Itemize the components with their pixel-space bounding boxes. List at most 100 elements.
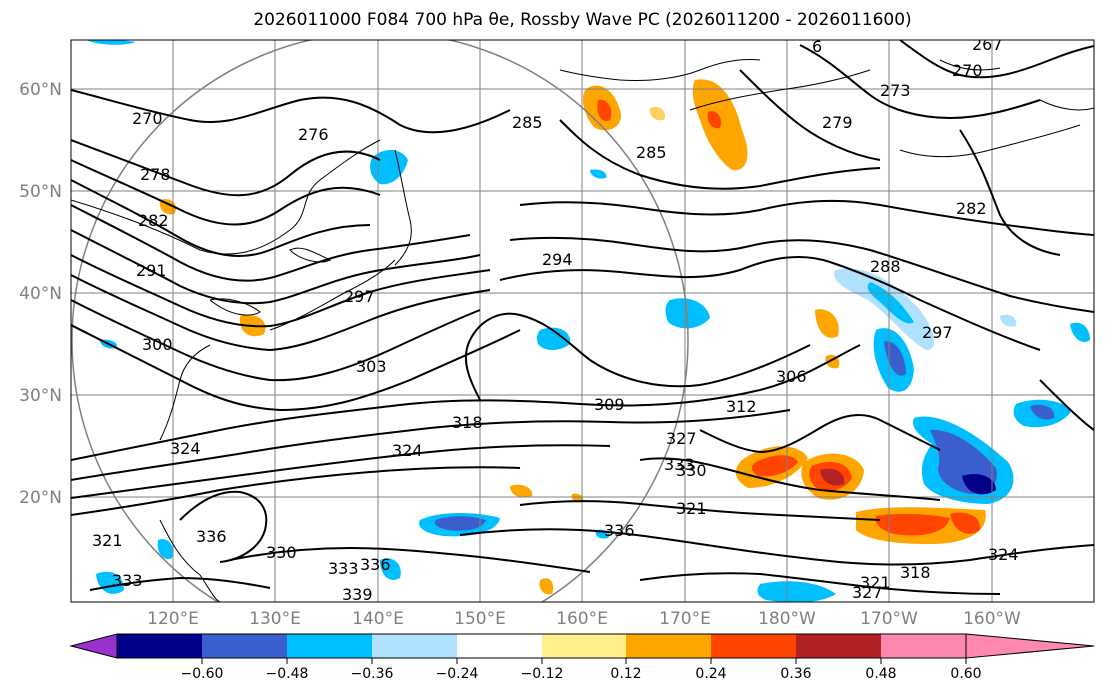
colorbar-tick-label: 0.36 [780,666,811,682]
colorbar-segment [626,634,711,658]
colorbar-segment [457,634,542,658]
colorbar-left-extension [69,633,118,659]
cold-anomaly [1030,404,1055,420]
contour-label: 321 [860,573,891,592]
cold-anomaly [370,149,408,185]
colorbar-tick-label: −0.12 [521,666,564,682]
cold-anomaly [757,581,836,602]
map-content: 270 276 278 282 285 285 291 294 297 300 … [71,37,1094,604]
contour-label: 285 [512,113,543,132]
colorbar-segment [796,634,881,658]
contour-label: 291 [136,261,167,280]
warm-anomaly [597,99,612,121]
contour-label: 321 [676,499,707,518]
cold-anomaly [380,558,401,580]
contour-label: 324 [170,439,201,458]
lon-label: 150°E [454,609,506,629]
colorbar: −0.60 −0.48 −0.36 −0.24 −0.12 0.12 0.24 … [69,633,1095,682]
lat-label: 60°N [19,80,62,100]
contour-label: 288 [870,257,901,276]
contour-label: 285 [636,143,667,162]
colorbar-right-extension [966,634,1094,658]
cold-anomaly [434,516,486,531]
lon-label: 160°W [963,609,1021,629]
lat-label: 30°N [19,386,62,406]
cold-anomaly [157,539,174,560]
contour-label: 339 [342,585,373,604]
warm-anomaly [539,578,554,595]
contour-label: 270 [132,109,163,128]
contour-label: 273 [880,81,911,100]
lon-label: 170°E [659,609,711,629]
colorbar-tick-label: −0.48 [266,666,309,682]
lon-label: 170°W [860,609,918,629]
contour-label: 324 [988,545,1019,564]
colorbar-segment [117,634,202,658]
contour-labels: 270 276 278 282 285 285 291 294 297 300 … [92,37,1019,604]
colorbar-segment [711,634,796,658]
lon-label: 130°E [249,609,301,629]
colorbar-segment [881,634,966,658]
contour-label: 336 [360,555,391,574]
contour-label: 276 [298,125,329,144]
contour-label: 306 [776,367,807,386]
longitude-labels: 120°E 130°E 140°E 150°E 160°E 170°E 180°… [147,609,1021,629]
contour-label: 318 [452,413,483,432]
colorbar-tick-label: 0.24 [695,666,726,682]
lon-label: 180°W [758,609,816,629]
contour-label: 297 [922,323,953,342]
cold-anomaly [536,327,571,350]
warm-anomaly [950,512,981,534]
contour-label: 327 [852,583,883,602]
warm-anomaly [510,484,533,498]
colorbar-ticks [201,658,967,664]
contour-label: 6 [812,37,822,56]
contour-label: 333 [328,559,359,578]
colorbar-right-outline [965,633,1095,659]
warm-anomaly [649,106,666,121]
theta-e-contours [71,40,1094,595]
contour-label: 336 [196,527,227,546]
contour-label: 321 [92,531,123,550]
contour-label: 327 [666,429,697,448]
colorbar-segment [287,634,372,658]
contour-label: 270 [952,61,983,80]
cold-anomaly [1070,322,1090,343]
cold-anomaly [86,40,136,45]
colorbar-segment [202,634,287,658]
warm-anomaly [875,513,950,536]
colorbar-tick-label: 0.48 [865,666,896,682]
cold-anomaly [867,282,914,324]
lon-label: 140°E [352,609,404,629]
warm-anomaly [815,309,839,338]
contour-label: 330 [266,543,297,562]
warm-anomaly [751,455,798,477]
contour-label: 278 [140,165,171,184]
cold-anomaly [962,473,996,495]
contour-label: 324 [392,441,423,460]
contour-label: 279 [822,113,853,132]
contour-label: 318 [900,563,931,582]
contour-label: 297 [344,287,375,306]
contour-label: 282 [138,211,169,230]
colorbar-tick-label: 0.12 [610,666,641,682]
contour-label: 333 [664,455,695,474]
contour-label: 303 [356,357,387,376]
colorbar-tick-label: −0.60 [181,666,224,682]
colorbar-tick-label: 0.60 [950,666,981,682]
warm-anomaly [820,468,845,486]
lon-label: 120°E [147,609,199,629]
contour-label: 330 [676,461,707,480]
lat-label: 40°N [19,284,62,304]
colorbar-segment [542,634,626,658]
lat-label: 50°N [19,182,62,202]
latitude-labels: 20°N 30°N 40°N 50°N 60°N [19,80,62,508]
colorbar-segment [372,634,457,658]
contour-label: 300 [142,335,173,354]
warm-anomaly [707,111,722,129]
colorbar-tick-label: −0.36 [351,666,394,682]
cold-anomaly [834,268,935,350]
lat-label: 20°N [19,488,62,508]
contour-label: 336 [604,521,635,540]
